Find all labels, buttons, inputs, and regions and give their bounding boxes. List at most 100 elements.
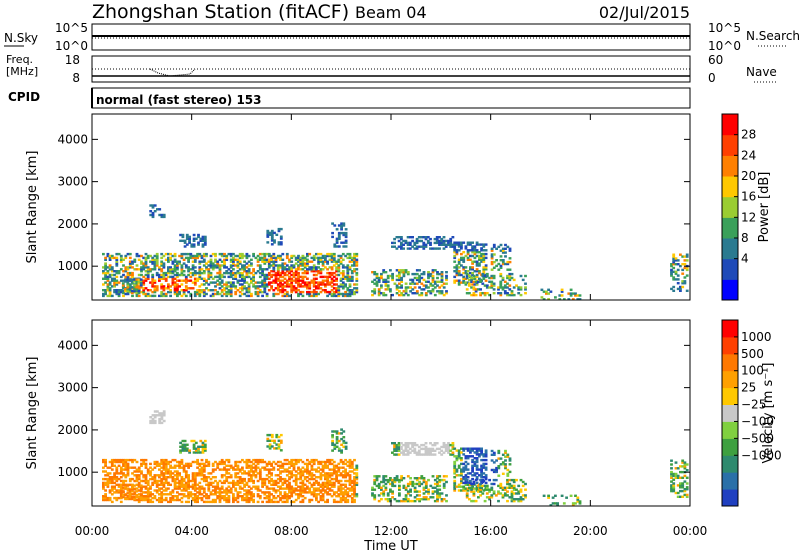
echo-cell — [471, 464, 474, 467]
echo-cell — [276, 477, 280, 481]
echo-cell — [404, 290, 408, 293]
echo-cell — [391, 478, 394, 482]
echo-cell — [176, 496, 179, 500]
echo-cell — [310, 460, 314, 464]
echo-cell — [162, 474, 166, 477]
echo-cell — [294, 281, 298, 284]
echo-cell — [373, 475, 377, 478]
echo-cell — [578, 500, 582, 503]
echo-cell — [183, 443, 187, 446]
noise-right-tick-top: 10^5 — [708, 21, 741, 35]
echo-cell — [288, 466, 291, 469]
noise-left-tick-top: 10^5 — [55, 21, 88, 35]
echo-cell — [276, 460, 280, 464]
echo-cell — [171, 491, 175, 494]
echo-cell — [261, 491, 264, 494]
echo-cell — [187, 479, 190, 483]
echo-cell — [453, 468, 457, 471]
echo-cell — [258, 268, 262, 271]
echo-cell — [273, 439, 276, 442]
echo-cell — [229, 270, 233, 273]
echo-cell — [198, 254, 202, 258]
echo-cell — [225, 266, 229, 269]
echo-cell — [276, 481, 280, 485]
echo-cell — [415, 443, 419, 447]
echo-cell — [153, 258, 157, 261]
echo-cell — [386, 280, 390, 283]
echo-cell — [312, 493, 316, 496]
echo-cell — [263, 466, 267, 469]
echo-cell — [409, 490, 412, 493]
echo-cell — [466, 447, 470, 450]
echo-cell — [413, 243, 417, 246]
echo-cell — [424, 480, 428, 484]
echo-cell — [189, 462, 193, 466]
echo-cell — [484, 279, 488, 282]
echo-cell — [113, 289, 116, 292]
echo-cell — [229, 285, 233, 288]
echo-cell — [198, 468, 202, 471]
echo-cell — [258, 266, 262, 269]
echo-cell — [469, 249, 472, 252]
echo-cell — [104, 458, 107, 462]
echo-cell — [205, 496, 208, 500]
echo-cell — [124, 292, 128, 296]
echo-cell — [144, 279, 148, 282]
echo-cell — [679, 484, 682, 487]
echo-cell — [315, 294, 318, 298]
echo-cell — [187, 273, 190, 277]
echo-cell — [281, 500, 285, 504]
echo-cell — [472, 286, 476, 289]
echo-cell — [274, 496, 278, 500]
echo-cell — [285, 283, 289, 286]
echo-cell — [197, 451, 200, 454]
echo-cell — [108, 290, 112, 294]
echo-cell — [384, 488, 388, 491]
echo-cell — [122, 462, 125, 466]
echo-cell — [422, 478, 426, 482]
echo-cell — [270, 229, 274, 233]
echo-cell — [433, 280, 437, 283]
echo-cell — [453, 245, 457, 248]
echo-cell — [191, 487, 195, 490]
echo-cell — [171, 271, 175, 275]
echo-cell — [160, 260, 164, 263]
echo-cell — [545, 290, 548, 293]
echo-cell — [119, 466, 123, 469]
echo-cell — [339, 472, 343, 475]
echo-cell — [277, 445, 281, 448]
echo-cell — [108, 258, 112, 261]
echo-cell — [261, 270, 264, 273]
echo-cell — [137, 285, 141, 288]
echo-cell — [406, 442, 410, 445]
echo-cell — [471, 460, 474, 464]
echo-cell — [466, 249, 470, 252]
echo-cell — [676, 484, 680, 487]
echo-cell — [126, 495, 130, 498]
echo-cell — [319, 283, 323, 286]
echo-cell — [301, 485, 305, 488]
echo-cell — [499, 482, 503, 486]
echo-cell — [301, 281, 305, 284]
echo-cell — [158, 213, 162, 217]
echo-cell — [440, 237, 444, 241]
echo-cell — [402, 271, 406, 274]
echo-cell — [162, 271, 166, 275]
echo-cell — [283, 495, 287, 498]
echo-cell — [113, 273, 116, 277]
echo-cell — [308, 252, 312, 256]
echo-cell — [201, 441, 205, 445]
echo-cell — [395, 453, 399, 456]
echo-cell — [411, 288, 415, 291]
echo-cell — [144, 252, 148, 256]
echo-cell — [389, 269, 392, 272]
echo-cell — [294, 476, 298, 479]
echo-cell — [676, 259, 680, 262]
echo-cell — [276, 264, 280, 267]
echo-cell — [193, 281, 197, 284]
echo-cell — [375, 484, 379, 488]
echo-cell — [440, 290, 444, 293]
echo-cell — [371, 492, 374, 495]
echo-cell — [225, 470, 229, 473]
echo-cell — [274, 483, 278, 486]
